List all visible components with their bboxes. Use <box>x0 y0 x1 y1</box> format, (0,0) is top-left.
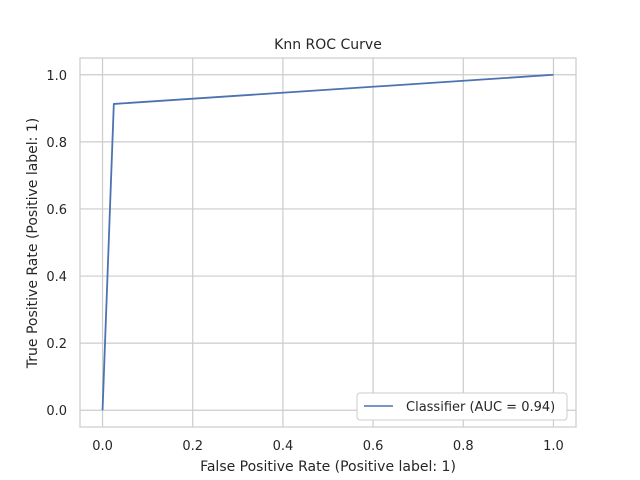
x-axis-label: False Positive Rate (Positive label: 1) <box>200 459 456 475</box>
y-tick-label: 0.4 <box>46 270 67 285</box>
x-tick-label: 0.2 <box>182 439 203 454</box>
x-tick-label: 0.0 <box>92 439 113 454</box>
legend-label: Classifier (AUC = 0.94) <box>406 400 555 415</box>
legend-box <box>356 392 568 421</box>
plot-frame <box>79 57 577 428</box>
x-tick-label: 0.8 <box>453 439 474 454</box>
y-tick-label: 0.6 <box>46 203 67 218</box>
series-lines <box>101 73 554 411</box>
x-tick-label: 0.6 <box>363 439 384 454</box>
x-tick-label: 0.4 <box>273 439 294 454</box>
chart-title: Knn ROC Curve <box>274 37 382 53</box>
legend: Classifier (AUC = 0.94) <box>356 392 568 421</box>
x-tick-label: 1.0 <box>543 439 564 454</box>
y-axis-label: True Positive Rate (Positive label: 1) <box>25 118 41 369</box>
y-tick-label: 0.2 <box>46 337 67 352</box>
y-tick-label: 1.0 <box>46 69 67 84</box>
y-tick-labels: 0.0 0.2 0.4 0.6 0.8 1.0 <box>46 69 67 419</box>
grid <box>80 58 576 427</box>
y-tick-label: 0.8 <box>46 136 67 151</box>
x-tick-labels: 0.0 0.2 0.4 0.6 0.8 1.0 <box>92 439 564 454</box>
y-tick-label: 0.0 <box>46 404 67 419</box>
roc-curve-line <box>101 73 554 411</box>
